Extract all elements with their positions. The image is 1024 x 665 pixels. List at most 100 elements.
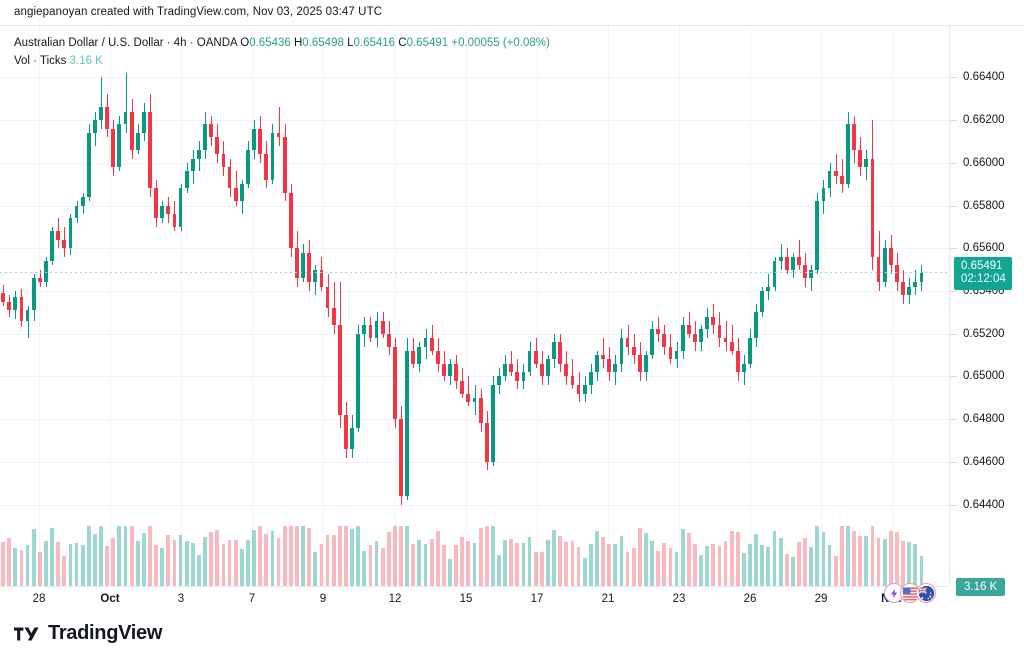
volume-bar bbox=[172, 539, 177, 586]
volume-bar bbox=[466, 540, 471, 586]
volume-bar bbox=[1, 541, 5, 586]
current-price-badge[interactable]: 0.65491 02:12:04 bbox=[954, 256, 1012, 290]
price-tick-dash bbox=[950, 291, 957, 292]
candle-wick bbox=[836, 154, 837, 185]
candle-body bbox=[270, 132, 275, 180]
candle-body bbox=[895, 265, 899, 283]
volume-bar bbox=[858, 536, 863, 586]
candle-body bbox=[839, 175, 844, 185]
volume-bar bbox=[797, 542, 801, 586]
grid-line-vertical bbox=[466, 26, 467, 586]
volume-bar bbox=[362, 551, 367, 586]
time-scale[interactable]: 28Oct37912151721232629Nov bbox=[0, 586, 949, 611]
volume-bar bbox=[374, 541, 379, 586]
price-scale[interactable]: 0.66400 0.66200 0.66000 0.65800 0.65600 0.654… bbox=[949, 26, 1024, 596]
volume-bar bbox=[552, 530, 556, 586]
volume-bar bbox=[62, 555, 67, 586]
au-flag-badge[interactable] bbox=[916, 583, 936, 603]
candle-body bbox=[252, 128, 256, 150]
volume-bar bbox=[650, 541, 654, 586]
volume-bar bbox=[31, 528, 36, 586]
legend-symbol[interactable]: Australian Dollar / U.S. Dollar · 4h · O… bbox=[14, 37, 238, 49]
candle-body bbox=[815, 201, 820, 270]
tradingview-brand[interactable]: TradingView bbox=[14, 622, 162, 645]
candle-body bbox=[595, 355, 599, 373]
volume-bar bbox=[674, 552, 679, 586]
volume-bar bbox=[576, 547, 581, 586]
grid-line-horizontal bbox=[0, 504, 949, 506]
candle-body bbox=[197, 150, 201, 159]
candle-body bbox=[141, 111, 146, 133]
volume-bar bbox=[405, 526, 410, 586]
volume-bar bbox=[93, 534, 97, 586]
candle-body bbox=[233, 188, 238, 202]
volume-bar bbox=[325, 535, 330, 586]
us-flag-badge[interactable] bbox=[900, 583, 920, 603]
candle-body bbox=[552, 342, 556, 360]
volume-bar bbox=[295, 526, 299, 586]
legend-volume-title[interactable]: Vol · Ticks bbox=[14, 55, 67, 67]
candle-body bbox=[852, 124, 856, 150]
volume-bar bbox=[827, 545, 832, 586]
candle-body bbox=[527, 350, 532, 373]
candle-body bbox=[129, 111, 134, 150]
legend-volume-value: 3.16 K bbox=[69, 55, 103, 67]
volume-bar bbox=[607, 544, 612, 586]
volume-bar bbox=[227, 539, 232, 586]
volume-bar bbox=[233, 540, 238, 586]
grid-line-vertical bbox=[821, 26, 822, 586]
volume-bar bbox=[129, 526, 134, 586]
volume-bar bbox=[509, 539, 514, 586]
corner-badges bbox=[884, 583, 936, 603]
candle-body bbox=[190, 158, 195, 172]
candle-wick bbox=[468, 376, 469, 407]
candle-body bbox=[760, 291, 765, 313]
volume-bar bbox=[386, 532, 391, 586]
candle-body bbox=[135, 132, 140, 150]
volume-bar bbox=[809, 546, 814, 586]
candle-body bbox=[1, 293, 5, 302]
volume-bar bbox=[772, 530, 777, 586]
price-tick: 0.65800 bbox=[950, 200, 1024, 212]
volume-bar bbox=[435, 530, 440, 586]
volume-bar bbox=[258, 526, 263, 586]
volume-bar bbox=[344, 526, 348, 586]
volume-bar bbox=[754, 533, 759, 586]
volume-value-badge[interactable]: 3.16 K bbox=[956, 578, 1006, 596]
candle-wick bbox=[126, 73, 127, 133]
time-tick-label: 7 bbox=[248, 593, 256, 605]
volume-bar bbox=[913, 543, 918, 586]
grid-line-horizontal bbox=[0, 333, 949, 335]
chart-plot-area[interactable] bbox=[0, 26, 949, 586]
candle-body bbox=[766, 286, 771, 291]
candle-body bbox=[454, 363, 458, 381]
grid-line-vertical bbox=[252, 26, 253, 586]
candle-body bbox=[56, 231, 61, 240]
candle-body bbox=[490, 385, 495, 462]
volume-bar bbox=[539, 552, 544, 586]
volume-bar bbox=[821, 531, 826, 586]
candle-body bbox=[570, 376, 575, 385]
legend-low-label: L bbox=[347, 37, 354, 49]
candle-body bbox=[86, 132, 91, 197]
volume-bar bbox=[760, 544, 765, 586]
candle-wick bbox=[236, 171, 237, 206]
candle-body bbox=[209, 124, 214, 138]
grid-line-horizontal bbox=[0, 120, 949, 122]
volume-bar bbox=[307, 527, 312, 586]
grid-line-horizontal bbox=[0, 461, 949, 463]
candle-body bbox=[558, 342, 563, 364]
candle-body bbox=[227, 167, 232, 189]
candle-body bbox=[460, 380, 465, 394]
candle-body bbox=[619, 338, 624, 364]
candle-body bbox=[215, 137, 220, 155]
volume-bar bbox=[595, 531, 599, 586]
candle-body bbox=[625, 338, 630, 347]
volume-bar bbox=[778, 538, 783, 586]
volume-bar bbox=[190, 542, 195, 586]
candle-body bbox=[154, 188, 158, 219]
legend-close-label: C bbox=[398, 37, 407, 49]
volume-bar bbox=[337, 526, 342, 586]
candle-body bbox=[833, 171, 838, 176]
